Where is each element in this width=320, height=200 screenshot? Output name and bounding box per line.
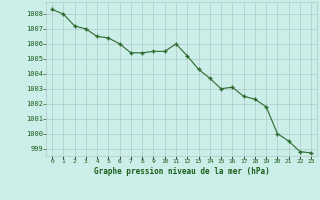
- X-axis label: Graphe pression niveau de la mer (hPa): Graphe pression niveau de la mer (hPa): [94, 167, 269, 176]
